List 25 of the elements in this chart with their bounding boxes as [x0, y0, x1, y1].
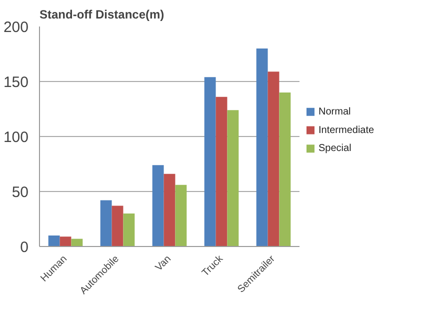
bar [112, 206, 124, 246]
bar [279, 92, 291, 246]
bar [256, 48, 268, 246]
bar [164, 174, 176, 246]
legend-label: Special [318, 143, 352, 154]
y-tick-label: 150 [3, 74, 29, 91]
bar [100, 200, 112, 246]
y-tick-label: 100 [3, 129, 29, 146]
bar [204, 77, 216, 246]
y-tick-label: 50 [12, 184, 29, 201]
y-tick-label: 0 [20, 239, 28, 256]
legend-label: Normal [318, 106, 351, 118]
bar [268, 72, 280, 246]
bar [152, 165, 164, 246]
bar [227, 110, 239, 246]
bar [216, 96, 228, 246]
bar [175, 184, 187, 246]
legend-label: Intermediate [318, 124, 375, 136]
chart-title: Stand-off Distance(m) [40, 8, 164, 22]
bar [123, 214, 135, 246]
y-tick-label: 200 [3, 19, 29, 36]
x-tick-label: Van [154, 254, 174, 274]
bar [60, 236, 72, 246]
bar [48, 236, 60, 246]
bar [71, 238, 83, 246]
